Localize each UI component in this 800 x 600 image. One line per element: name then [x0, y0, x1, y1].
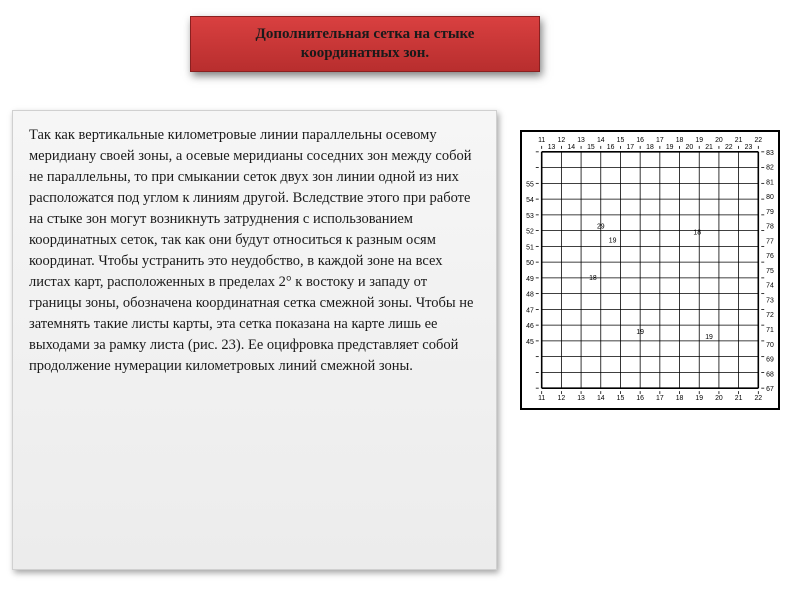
- svg-text:21: 21: [735, 137, 743, 144]
- svg-text:73: 73: [766, 297, 774, 304]
- svg-text:22: 22: [754, 137, 762, 144]
- svg-text:67: 67: [766, 386, 774, 393]
- svg-text:19: 19: [666, 144, 674, 151]
- svg-text:78: 78: [766, 224, 774, 231]
- svg-text:13: 13: [577, 395, 585, 402]
- svg-text:17: 17: [656, 395, 664, 402]
- svg-text:50: 50: [526, 260, 534, 267]
- svg-text:14: 14: [567, 144, 575, 151]
- svg-text:22: 22: [754, 395, 762, 402]
- svg-text:53: 53: [526, 213, 534, 220]
- svg-text:52: 52: [526, 229, 534, 236]
- svg-text:13: 13: [548, 144, 556, 151]
- svg-text:13: 13: [577, 137, 585, 144]
- svg-text:46: 46: [526, 323, 534, 330]
- svg-text:47: 47: [526, 307, 534, 314]
- svg-text:18: 18: [646, 144, 654, 151]
- title-banner: Дополнительная сетка на стыке координатн…: [190, 16, 540, 72]
- svg-text:75: 75: [766, 268, 774, 275]
- svg-text:77: 77: [766, 238, 774, 245]
- svg-text:14: 14: [597, 395, 605, 402]
- svg-text:29: 29: [597, 224, 605, 231]
- svg-text:11: 11: [538, 137, 545, 144]
- svg-text:19: 19: [609, 237, 617, 244]
- svg-text:22: 22: [725, 144, 733, 151]
- svg-text:21: 21: [735, 395, 743, 402]
- svg-text:12: 12: [558, 395, 566, 402]
- svg-text:16: 16: [636, 137, 644, 144]
- svg-text:18: 18: [676, 395, 684, 402]
- svg-text:81: 81: [766, 179, 774, 186]
- svg-text:16: 16: [607, 144, 615, 151]
- svg-text:21: 21: [705, 144, 713, 151]
- svg-text:69: 69: [766, 357, 774, 364]
- svg-text:19: 19: [636, 329, 644, 336]
- svg-text:45: 45: [526, 339, 534, 346]
- svg-text:23: 23: [745, 144, 753, 151]
- body-paragraph: Так как вертикальные километровые линии …: [29, 127, 473, 374]
- svg-text:17: 17: [656, 137, 664, 144]
- svg-text:79: 79: [766, 209, 774, 216]
- svg-text:18: 18: [693, 230, 701, 237]
- svg-text:54: 54: [526, 197, 534, 204]
- svg-text:49: 49: [526, 276, 534, 283]
- svg-text:51: 51: [526, 244, 534, 251]
- svg-text:19: 19: [695, 137, 703, 144]
- svg-text:11: 11: [538, 395, 545, 402]
- svg-text:71: 71: [766, 327, 774, 334]
- svg-text:72: 72: [766, 312, 774, 319]
- svg-text:83: 83: [766, 150, 774, 157]
- body-text-box: Так как вертикальные километровые линии …: [12, 110, 497, 570]
- svg-text:18: 18: [676, 137, 684, 144]
- svg-text:68: 68: [766, 371, 774, 378]
- svg-text:20: 20: [686, 144, 694, 151]
- svg-text:15: 15: [617, 137, 625, 144]
- svg-text:14: 14: [597, 137, 605, 144]
- svg-text:70: 70: [766, 342, 774, 349]
- svg-text:16: 16: [636, 395, 644, 402]
- title-line-2: координатных зон.: [203, 44, 527, 63]
- svg-text:82: 82: [766, 165, 774, 172]
- svg-text:20: 20: [715, 137, 723, 144]
- grid-figure: 1111121213131414151516161717181819192020…: [520, 130, 780, 410]
- svg-text:17: 17: [626, 144, 634, 151]
- svg-text:76: 76: [766, 253, 774, 260]
- svg-text:15: 15: [587, 144, 595, 151]
- svg-text:55: 55: [526, 181, 534, 188]
- title-line-1: Дополнительная сетка на стыке: [203, 25, 527, 44]
- svg-text:74: 74: [766, 283, 774, 290]
- svg-text:19: 19: [705, 334, 713, 341]
- grid-svg: 1111121213131414151516161717181819192020…: [522, 132, 778, 408]
- svg-text:80: 80: [766, 194, 774, 201]
- svg-text:18: 18: [589, 275, 597, 282]
- svg-text:15: 15: [617, 395, 625, 402]
- svg-text:12: 12: [558, 137, 566, 144]
- svg-text:19: 19: [695, 395, 703, 402]
- svg-text:20: 20: [715, 395, 723, 402]
- svg-text:48: 48: [526, 292, 534, 299]
